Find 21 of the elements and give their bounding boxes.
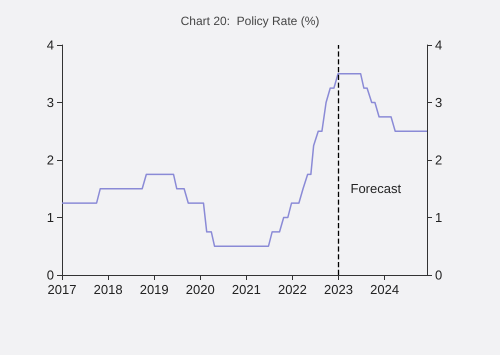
y-tick-label: 4 [46, 38, 54, 52]
x-tick-label: 2021 [232, 282, 261, 297]
line-series [61, 73, 428, 247]
x-tick-label: 2023 [324, 282, 353, 297]
x-tick-label: 2020 [186, 282, 215, 297]
x-tick-label: 2022 [278, 282, 307, 297]
y2-tick-label: 0 [435, 268, 442, 282]
y-tick-label: 2 [46, 152, 54, 168]
chart-title: Chart 20: Policy Rate (%) [180, 14, 320, 28]
y-tick-label: 1 [46, 210, 54, 225]
y2-tick-label: 1 [435, 210, 442, 225]
x-tick-label: 2018 [94, 282, 123, 297]
x-tick-label: 2024 [370, 282, 400, 297]
y2-tick-label: 3 [435, 95, 442, 110]
x-tick-label: 2017 [48, 282, 76, 297]
y-tick-label: 0 [46, 268, 54, 282]
ref-line-label: Forecast [350, 181, 402, 196]
y2-tick-label: 4 [435, 38, 442, 52]
y-tick-label: 3 [46, 95, 54, 110]
y2-tick-label: 2 [435, 152, 442, 168]
x-tick-label: 2019 [140, 282, 169, 297]
